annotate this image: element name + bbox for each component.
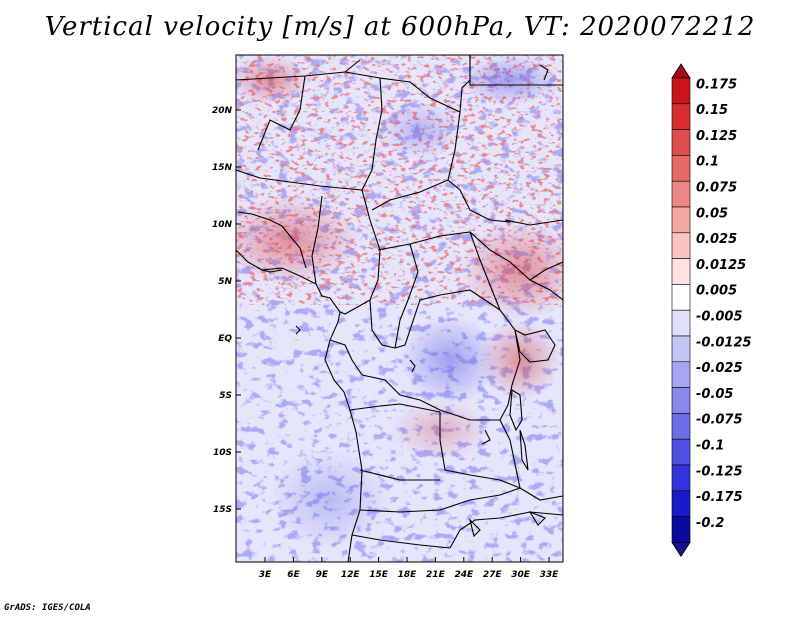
colorbar-segment bbox=[671, 413, 691, 440]
longitude-tick-label: 9E bbox=[316, 570, 329, 580]
country-borders bbox=[236, 55, 563, 562]
latitude-tick-label: 15N bbox=[212, 163, 233, 173]
longitude-tick-label: 3E bbox=[259, 570, 272, 580]
longitude-tick-label: 21E bbox=[426, 570, 446, 580]
colorbar-segment bbox=[671, 129, 691, 156]
colorbar-segment bbox=[671, 206, 691, 234]
latitude-axis: 20N 15N 10N 5N EQ 5S 10S 15S bbox=[212, 106, 241, 515]
vertical-velocity-field bbox=[236, 55, 563, 562]
latitude-tick-label: 5S bbox=[219, 391, 232, 401]
latitude-tick-label: 10N bbox=[212, 220, 233, 230]
colorbar: 0.175 0.15 0.125 0.1 0.075 0.05 0.025 0.0125 0.0… bbox=[671, 63, 752, 558]
colorbar-top-arrow bbox=[671, 63, 691, 79]
colorbar-level-label: -0.0125 bbox=[696, 335, 752, 350]
colorbar-level-label: -0.125 bbox=[696, 464, 743, 479]
colorbar-segment bbox=[671, 438, 691, 466]
colorbar-segment bbox=[671, 155, 691, 182]
colorbar-segment bbox=[671, 180, 691, 208]
colorbar-segment bbox=[671, 258, 691, 285]
longitude-tick-label: 30E bbox=[511, 570, 531, 580]
colorbar-level-label: 0.05 bbox=[696, 206, 728, 221]
footer-credit: GrADS: IGES/COLA bbox=[4, 603, 91, 613]
colorbar-segment bbox=[671, 77, 691, 105]
colorbar-level-label: -0.05 bbox=[696, 387, 733, 402]
longitude-tick-label: 15E bbox=[369, 570, 389, 580]
longitude-tick-label: 24E bbox=[454, 570, 474, 580]
longitude-tick-label: 33E bbox=[540, 570, 560, 580]
colorbar-level-label: 0.005 bbox=[696, 284, 737, 299]
colorbar-level-label: 0.125 bbox=[696, 129, 737, 144]
latitude-tick-label: EQ bbox=[218, 334, 232, 344]
colorbar-segment bbox=[671, 309, 691, 337]
plot-title: Vertical velocity [m/s] at 600hPa, VT: 2… bbox=[44, 12, 756, 42]
colorbar-segment bbox=[671, 464, 691, 492]
colorbar-level-label: -0.175 bbox=[696, 490, 743, 505]
colorbar-segment bbox=[671, 516, 691, 543]
latitude-tick-label: 15S bbox=[213, 505, 232, 515]
longitude-axis: 3E 6E 9E 12E 15E 18E 21E 24E 27E 30E 33E bbox=[259, 557, 559, 580]
longitude-tick-label: 27E bbox=[483, 570, 503, 580]
longitude-tick-label: 12E bbox=[341, 570, 361, 580]
colorbar-level-label: -0.2 bbox=[696, 516, 724, 531]
latitude-tick-label: 10S bbox=[213, 448, 232, 458]
colorbar-level-label: -0.1 bbox=[696, 439, 724, 454]
colorbar-level-label: 0.025 bbox=[696, 232, 737, 247]
colorbar-level-label: -0.005 bbox=[696, 310, 743, 325]
longitude-tick-label: 18E bbox=[398, 570, 418, 580]
colorbar-level-label: -0.075 bbox=[696, 413, 743, 428]
colorbar-bottom-arrow bbox=[671, 542, 691, 558]
colorbar-segment bbox=[671, 361, 691, 388]
latitude-tick-label: 20N bbox=[212, 106, 233, 116]
colorbar-level-label: 0.0125 bbox=[696, 258, 746, 273]
colorbar-segment bbox=[671, 490, 691, 517]
colorbar-segment bbox=[671, 387, 691, 414]
latitude-tick-label: 5N bbox=[218, 277, 232, 287]
colorbar-level-label: 0.1 bbox=[696, 155, 719, 170]
colorbar-segment bbox=[671, 232, 691, 259]
colorbar-segment bbox=[671, 335, 691, 363]
colorbar-level-label: 0.075 bbox=[696, 181, 737, 196]
colorbar-level-label: 0.175 bbox=[696, 77, 737, 92]
longitude-tick-label: 6E bbox=[287, 570, 300, 580]
colorbar-segment bbox=[671, 284, 691, 311]
colorbar-segment bbox=[671, 103, 691, 130]
colorbar-level-label: 0.15 bbox=[696, 103, 728, 118]
colorbar-level-label: -0.025 bbox=[696, 361, 743, 376]
